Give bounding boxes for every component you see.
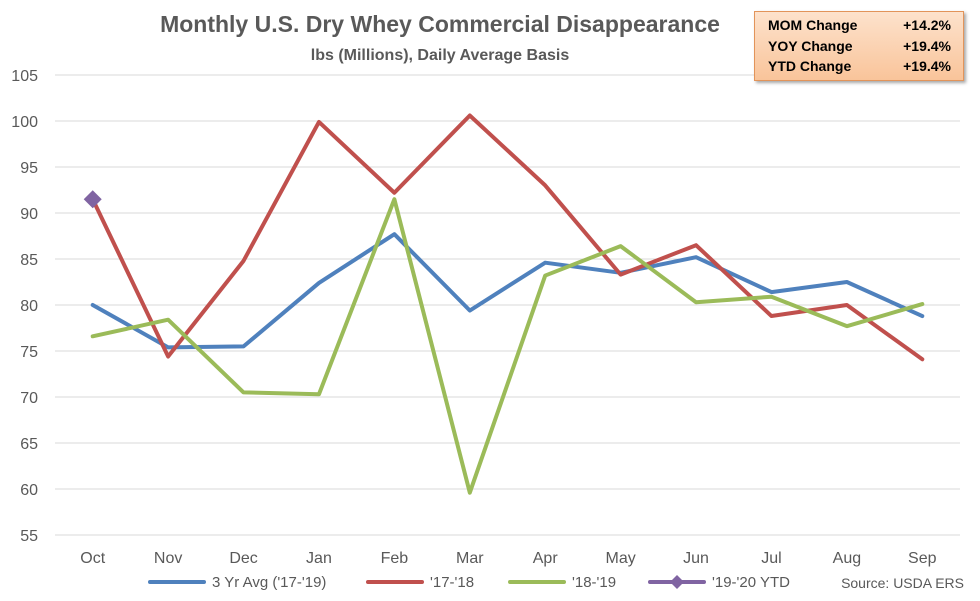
chart-subtitle: lbs (Millions), Daily Average Basis xyxy=(311,47,570,64)
x-tick-label: Jan xyxy=(306,550,332,567)
x-tick-label: Feb xyxy=(381,550,409,567)
legend-item-1: 3 Yr Avg ('17-'19) xyxy=(148,574,326,591)
legend-item-3: '18-'19 xyxy=(508,574,616,591)
mom-change-label: MOM Change xyxy=(768,17,858,33)
source-note: Source: USDA ERS xyxy=(841,575,964,591)
y-tick-label: 90 xyxy=(20,206,38,223)
ytd-change-value: +19.4% xyxy=(903,58,951,74)
y-axis-ticks: 55 60 65 70 75 80 85 90 95 100 105 xyxy=(11,68,38,545)
y-tick-label: 70 xyxy=(20,390,38,407)
y-tick-label: 80 xyxy=(20,298,38,315)
x-tick-label: Apr xyxy=(533,550,559,567)
legend-label: '18-'19 xyxy=(572,574,616,591)
y-tick-label: 55 xyxy=(20,528,38,545)
legend-item-2: '17-'18 xyxy=(366,574,474,591)
series-line-3 xyxy=(90,197,925,495)
x-tick-label: Sep xyxy=(908,550,937,567)
ytd-change-label: YTD Change xyxy=(768,58,852,74)
y-tick-label: 105 xyxy=(11,68,38,85)
y-tick-label: 100 xyxy=(11,114,38,131)
yoy-change-value: +19.4% xyxy=(903,37,951,54)
y-tick-label: 95 xyxy=(20,160,38,177)
y-tick-label: 75 xyxy=(20,344,38,361)
y-tick-label: 60 xyxy=(20,482,38,499)
chart-title: Monthly U.S. Dry Whey Commercial Disappe… xyxy=(160,11,720,37)
yoy-change-row: YOY Change +19.4% xyxy=(768,38,951,59)
ytd-change-row: YTD Change +19.4% xyxy=(768,58,951,79)
legend-item-4: '19-'20 YTD xyxy=(648,574,790,591)
gridlines xyxy=(55,74,960,536)
mom-change-value: +14.2% xyxy=(903,17,951,33)
x-tick-label: Jul xyxy=(761,550,781,567)
x-tick-label: Aug xyxy=(833,550,861,567)
x-axis-ticks: Oct Nov Dec Jan Feb Mar Apr May Jun Jul Aug Sep xyxy=(80,550,936,567)
series-line-2 xyxy=(90,113,925,362)
series-point-4 xyxy=(83,190,102,209)
legend: 3 Yr Avg ('17-'19) '17-'18 '18-'19 '19-'20 … xyxy=(148,574,790,591)
mom-change-row: MOM Change +14.2% xyxy=(768,17,951,38)
x-tick-label: Jun xyxy=(683,550,709,567)
x-tick-label: Oct xyxy=(80,550,105,567)
series-line-1 xyxy=(90,232,925,350)
series-lines xyxy=(83,113,925,495)
x-tick-label: Dec xyxy=(229,550,257,567)
legend-label: 3 Yr Avg ('17-'19) xyxy=(212,574,326,591)
y-tick-label: 65 xyxy=(20,436,38,453)
x-tick-label: Mar xyxy=(456,550,484,567)
legend-label: '17-'18 xyxy=(430,574,474,591)
change-summary-box: MOM Change +14.2% YOY Change +19.4% YTD … xyxy=(754,11,964,81)
legend-label: '19-'20 YTD xyxy=(712,574,790,591)
yoy-change-label: YOY Change xyxy=(768,37,853,54)
y-tick-label: 85 xyxy=(20,252,38,269)
x-tick-label: May xyxy=(606,550,636,567)
x-tick-label: Nov xyxy=(154,550,182,567)
legend-marker xyxy=(670,575,684,589)
